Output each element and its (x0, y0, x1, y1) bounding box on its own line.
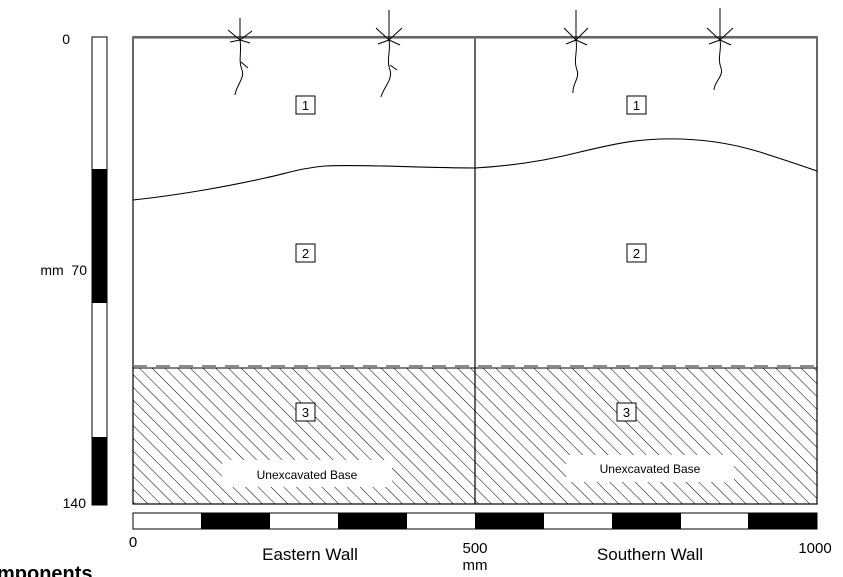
caption-fragment: mponents (0, 563, 93, 577)
unexcavated-label-southern: Unexcavated Base (566, 455, 734, 482)
vertical-scale-bar (91, 36, 108, 506)
vertical-scale-label-bottom: 140 (63, 495, 87, 511)
svg-text:1: 1 (633, 98, 640, 113)
layer-label-eastern-2: 2 (295, 243, 316, 263)
layer-label-southern-3: 3 (616, 402, 637, 422)
horizontal-scale-unit: mm (463, 557, 488, 574)
horizontal-scale-label-mid: 500 (462, 540, 487, 557)
layer-label-southern-1: 1 (626, 95, 647, 115)
svg-text:2: 2 (633, 246, 640, 261)
vertical-scale-label-mid: mm 70 (40, 262, 87, 278)
svg-text:Unexcavated Base: Unexcavated Base (600, 462, 701, 476)
horizontal-scale-label-right: 1000 (798, 540, 831, 557)
roots-group (227, 8, 734, 98)
root-icon (227, 18, 253, 96)
layer-boundary-1-2 (132, 138, 818, 201)
svg-text:3: 3 (302, 405, 309, 420)
layer-label-eastern-1: 1 (295, 95, 316, 115)
layer-label-eastern-3: 3 (295, 402, 316, 422)
root-icon (706, 8, 734, 91)
svg-text:Unexcavated Base: Unexcavated Base (257, 468, 358, 482)
scale-black-segment (92, 169, 107, 303)
wall-name-southern: Southern Wall (597, 545, 703, 564)
horizontal-scale-bar (132, 512, 818, 530)
root-icon (375, 10, 403, 98)
unexcavated-label-eastern: Unexcavated Base (222, 460, 392, 487)
svg-text:3: 3 (623, 405, 630, 420)
scale-black-segment (92, 437, 107, 505)
horizontal-scale-label-left: 0 (129, 534, 137, 551)
layer-label-southern-2: 2 (626, 243, 647, 263)
root-icon (563, 10, 589, 94)
wall-name-eastern: Eastern Wall (262, 545, 358, 564)
svg-text:2: 2 (302, 246, 309, 261)
svg-text:1: 1 (302, 98, 309, 113)
vertical-scale-label-top: 0 (62, 31, 70, 47)
